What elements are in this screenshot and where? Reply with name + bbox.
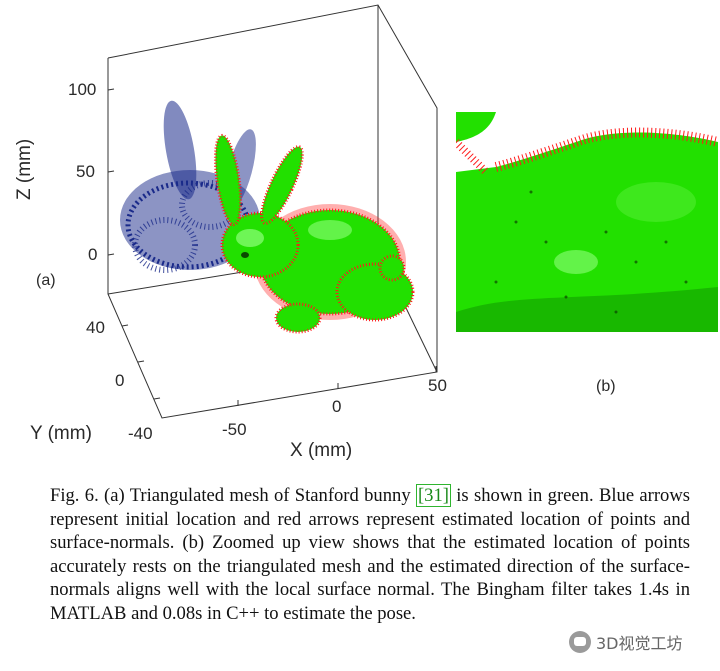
zoom-mesh — [456, 112, 718, 332]
caption-text: is shown in green. Blue arrows represent… — [50, 485, 690, 624]
figure-6: 100 50 0 Z (mm) (a) 40 0 -40 Y (mm) -50 … — [14, 4, 718, 461]
caption-prefix: Fig. 6. (a) Triangulated mesh of Stanfor… — [50, 485, 416, 506]
z-tick-0: 0 — [88, 245, 98, 264]
citation-link[interactable]: [31] — [415, 484, 451, 507]
x-tick-minus50: -50 — [222, 420, 247, 439]
y-tick-0: 0 — [115, 371, 125, 390]
x-tick-50: 50 — [428, 376, 447, 395]
panel-label-b: (b) — [596, 378, 616, 395]
main-3d-plot — [107, 4, 438, 419]
zoom-view — [456, 112, 718, 332]
z-axis-label: Z (mm) — [14, 138, 35, 200]
x-tick-0: 0 — [332, 397, 342, 416]
wechat-icon — [569, 631, 591, 653]
x-axis-label: X (mm) — [290, 440, 353, 461]
bunny-mesh — [213, 133, 415, 334]
z-tick-50: 50 — [76, 162, 95, 181]
y-tick-minus40: -40 — [128, 424, 153, 443]
y-tick-40: 40 — [86, 318, 105, 337]
z-tick-100: 100 — [68, 80, 97, 99]
watermark-text: 3D视觉工坊 — [596, 634, 683, 653]
panel-label-a: (a) — [36, 272, 56, 289]
watermark: 3D视觉工坊 — [565, 628, 687, 656]
figure-caption: Fig. 6. (a) Triangulated mesh of Stanfor… — [50, 484, 690, 625]
y-axis-label: Y (mm) — [30, 423, 92, 444]
